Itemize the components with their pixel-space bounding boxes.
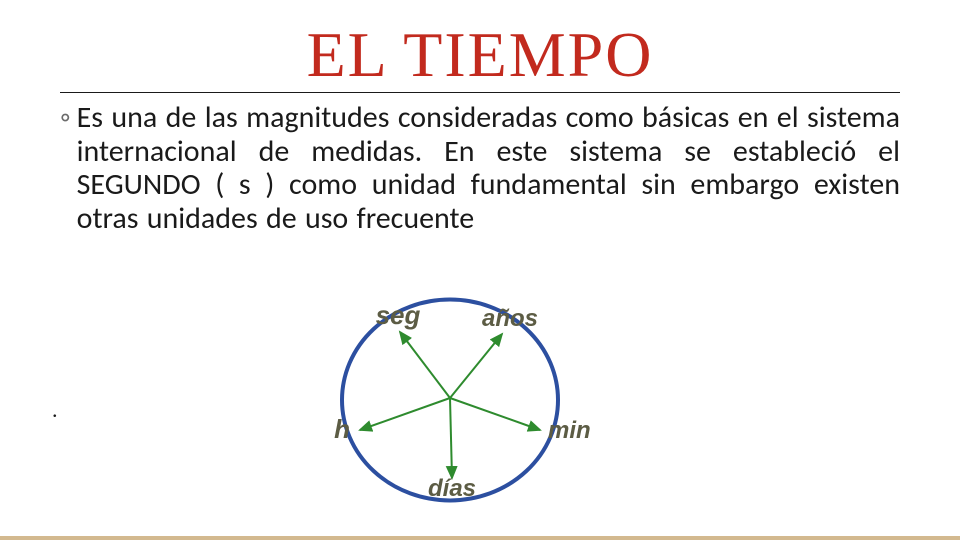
body-text-block: ◦ Es una de las magnitudes consideradas … xyxy=(60,101,900,235)
bullet-item: ◦ Es una de las magnitudes consideradas … xyxy=(60,101,900,235)
label-dias: días xyxy=(428,475,476,502)
label-min: min xyxy=(548,417,591,444)
diagram-arrows xyxy=(360,332,540,478)
stray-dot: . xyxy=(52,396,58,423)
arrow-anos xyxy=(450,334,502,398)
title-rule xyxy=(60,92,900,93)
label-seg: seg xyxy=(376,300,421,330)
arrow-seg xyxy=(400,332,450,398)
footer-top-stripe xyxy=(0,536,960,540)
label-anos: años xyxy=(482,305,538,332)
bullet-marker: ◦ xyxy=(60,101,71,235)
page-title: EL TIEMPO xyxy=(0,18,960,92)
diagram-svg: seg años min días h xyxy=(290,278,610,518)
time-units-diagram: seg años min días h xyxy=(290,278,610,518)
body-text: Es una de las magnitudes consideradas co… xyxy=(77,101,900,235)
arrow-min xyxy=(450,398,540,430)
arrow-dias xyxy=(450,398,452,478)
slide: EL TIEMPO ◦ Es una de las magnitudes con… xyxy=(0,18,960,540)
footer-bar xyxy=(0,536,960,540)
label-h: h xyxy=(334,414,350,444)
arrow-h xyxy=(360,398,450,430)
